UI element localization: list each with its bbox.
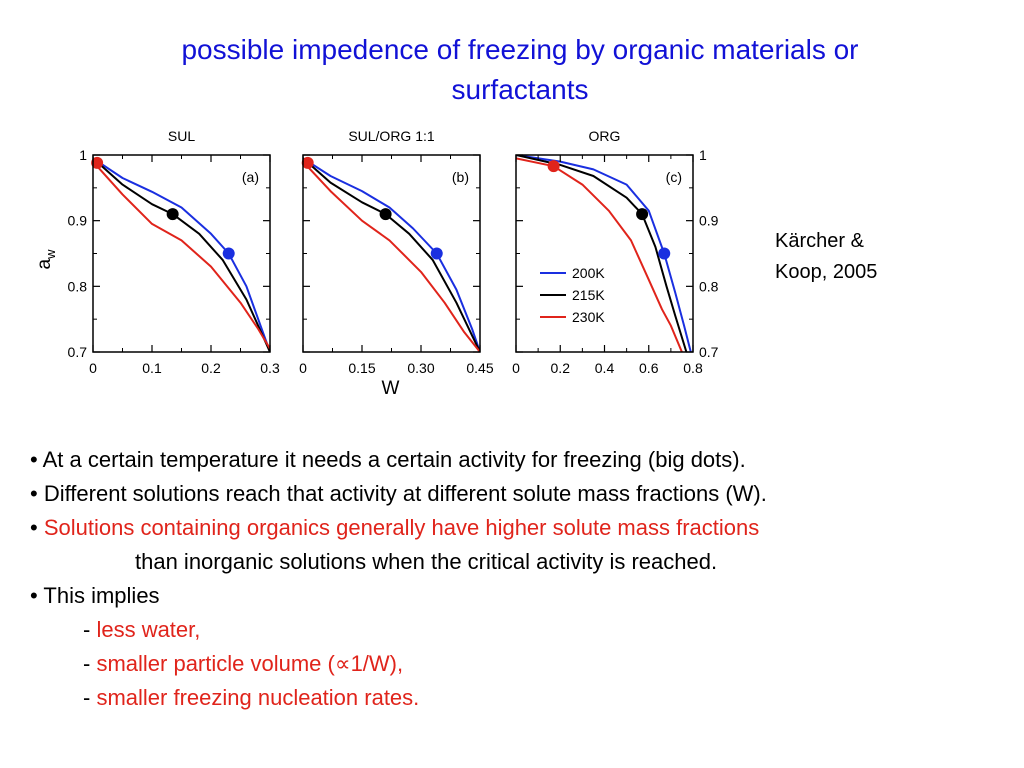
panel-3-ytick-label: 0.7 <box>699 344 719 360</box>
panel-1-marker-215K <box>166 208 179 221</box>
panel-1-title: SUL <box>168 128 195 144</box>
panel-3-ytick-label: 1 <box>699 147 707 163</box>
panel-3-ytick-label: 0.8 <box>699 278 719 294</box>
bullet-3: • Solutions containing organics generall… <box>30 511 1010 545</box>
title-line-1: possible impedence of freezing by organi… <box>181 34 859 65</box>
panel-1-xtick-label: 0 <box>89 360 97 376</box>
panel-3-marker-200K <box>658 247 671 260</box>
panel-1-series-215K <box>93 157 270 352</box>
sub-bullet-3-text: smaller freezing nucleation rates. <box>96 685 420 710</box>
sub-bullet-2: - smaller particle volume (∝1/W), <box>30 647 1010 681</box>
sub-bullet-1: - less water, <box>30 613 1010 647</box>
bullet-3-marker: • <box>30 515 44 540</box>
panel-2-marker-200K <box>430 247 443 260</box>
panel-1-ytick-label: 0.8 <box>68 278 88 294</box>
panel-3-marker-230K <box>547 160 560 173</box>
panel-2-panel-label: (b) <box>452 169 469 185</box>
panel-1-xtick-label: 0.3 <box>260 360 280 376</box>
panel-1-xtick-label: 0.2 <box>201 360 221 376</box>
panel-3-xtick-label: 0 <box>512 360 520 376</box>
panel-1-marker-230K <box>91 156 104 169</box>
citation-line-1: Kärcher & <box>775 230 864 252</box>
panel-2-series-230K <box>303 160 480 352</box>
citation-line-2: Koop, 2005 <box>775 261 878 283</box>
sub-bullet-3-dash: - <box>83 685 97 710</box>
panel-2-marker-215K <box>379 208 392 221</box>
panel-3-ytick-label: 0.9 <box>699 213 719 229</box>
panel-1-ytick-label: 1 <box>79 147 87 163</box>
panel-2-series-200K <box>303 157 480 352</box>
panel-3-series-200K <box>516 155 692 352</box>
panel-3-legend-label-200K: 200K <box>572 265 605 281</box>
panel-1-marker-200K <box>222 247 235 260</box>
panel-2-xtick-label: 0 <box>299 360 307 376</box>
panel-3-title: ORG <box>589 128 621 144</box>
bullet-3-continuation: than inorganic solutions when the critic… <box>135 549 718 574</box>
panel-2-xtick-label: 0.45 <box>466 360 493 376</box>
panel-1-ytick-label: 0.9 <box>68 213 88 229</box>
panel-1-ylabel: aw <box>34 249 58 270</box>
panel-3-panel-label: (c) <box>666 169 682 185</box>
bullet-4: • This implies <box>30 583 160 608</box>
panel-1-ytick-label: 0.7 <box>68 344 88 360</box>
panel-3-marker-215K <box>636 208 649 221</box>
panel-1-xtick-label: 0.1 <box>142 360 162 376</box>
citation: Kärcher & Koop, 2005 <box>775 226 877 288</box>
panel-3-xtick-label: 0.8 <box>683 360 703 376</box>
panel-3-xtick-label: 0.2 <box>551 360 571 376</box>
panel-2-title: SUL/ORG 1:1 <box>348 128 435 144</box>
bullet-list: • At a certain temperature it needs a ce… <box>30 443 1010 715</box>
sub-bullet-1-text: less water, <box>96 617 201 642</box>
bullet-2: • Different solutions reach that activit… <box>30 481 767 506</box>
panel-2-xtick-label: 0.30 <box>407 360 434 376</box>
panel-2-marker-230K <box>301 156 314 169</box>
panel-3-xtick-label: 0.4 <box>595 360 615 376</box>
panel-1-series-200K <box>93 157 270 352</box>
bullet-1: • At a certain temperature it needs a ce… <box>30 447 746 472</box>
slide-title: possible impedence of freezing by organi… <box>60 30 980 110</box>
panel-1-series-230K <box>93 160 270 350</box>
sub-bullet-3: - smaller freezing nucleation rates. <box>30 681 1010 715</box>
panel-3-series-230K <box>516 157 683 352</box>
title-line-2: surfactants <box>451 74 589 105</box>
panel-3-xtick-label: 0.6 <box>639 360 659 376</box>
sub-bullet-1-dash: - <box>83 617 97 642</box>
panel-2-series-215K <box>303 157 480 352</box>
panel-1-ylabel-main: a <box>34 258 55 269</box>
panel-3-legend-label-230K: 230K <box>572 309 605 325</box>
sub-bullet-2-dash: - <box>83 651 97 676</box>
panel-1-panel-label: (a) <box>242 169 259 185</box>
panel-1-ylabel-subscript: w <box>43 249 58 260</box>
sub-bullet-2-text: smaller particle volume (∝1/W), <box>96 651 404 676</box>
bullet-3-highlight: Solutions containing organics generally … <box>43 515 760 540</box>
panel-3-legend-label-215K: 215K <box>572 287 605 303</box>
panel-2-xlabel: W <box>382 378 400 399</box>
panel-2-xtick-label: 0.15 <box>348 360 375 376</box>
